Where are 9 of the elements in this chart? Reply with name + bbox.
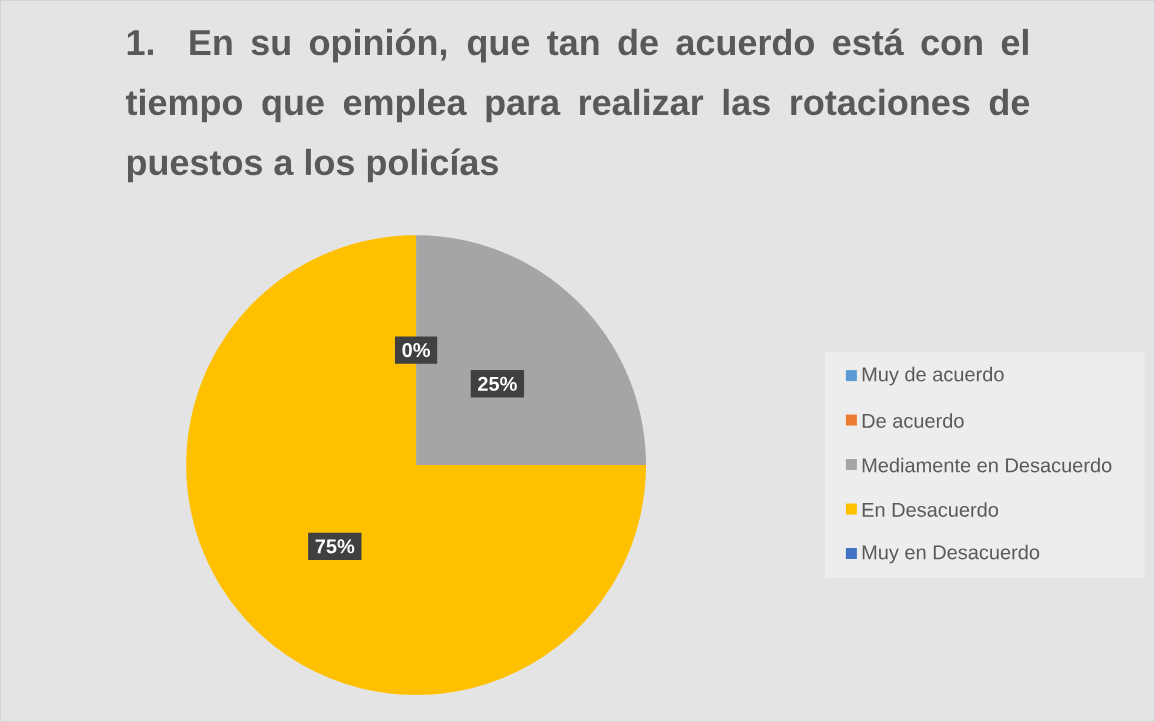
legend-label: Muy en Desacuerdo bbox=[862, 544, 1040, 564]
data-label: 25% bbox=[478, 376, 517, 391]
legend-label: De acuerdo bbox=[862, 413, 964, 428]
legend-label: En Desacuerdo bbox=[862, 502, 999, 517]
text: 0% bbox=[402, 342, 430, 358]
legend-label: Mediamente en Desacuerdo bbox=[862, 457, 1112, 473]
data-label: 75% bbox=[315, 539, 355, 554]
legend-label: Muy de acuerdo bbox=[862, 366, 1004, 386]
chart-title: 1. En su opinión, que tan de acuerdo está con el tiempo que emplea para realizar las rotaciones de puestos a los policías bbox=[125, 28, 1030, 183]
